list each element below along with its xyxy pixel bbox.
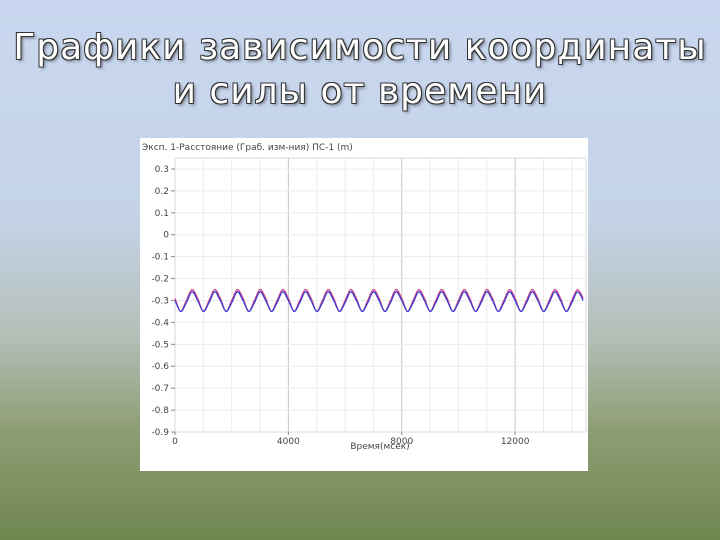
y-tick-label: -0.4 (151, 318, 169, 328)
x-tick-label: 8000 (390, 437, 413, 447)
series-line-1 (174, 288, 584, 313)
y-tick-label: -0.3 (151, 296, 169, 306)
y-tick-label: 0.1 (155, 209, 169, 219)
chart-title: Эксп. 1-Расстояние (Граб. изм-ния) ПС-1 … (142, 143, 353, 153)
chart-tick-labels: 0.3 0.2 0.1 0 -0.1 -0.2 -0.3 -0.4 -0.5 -0.6 -0.7 -0… (151, 165, 529, 447)
series-line-2 (174, 291, 584, 313)
y-tick-label: -0.6 (151, 362, 169, 372)
line-chart: 0.3 0.2 0.1 0 -0.1 -0.2 -0.3 -0.4 -0.5 -0.6 -0.7 -0… (142, 143, 587, 452)
y-tick-label: -0.8 (151, 406, 169, 416)
chart-axes (171, 157, 587, 435)
plot-area (174, 157, 587, 433)
slide-title-line-1: Графики зависимости координаты (13, 27, 707, 68)
x-tick-label: 0 (172, 437, 178, 447)
y-tick-label: -0.5 (151, 340, 169, 350)
x-tick-label: 12000 (501, 437, 530, 447)
slide-title: Графики зависимости координаты и силы от… (0, 26, 720, 114)
y-tick-label: -0.9 (151, 428, 169, 438)
slide-title-line-2: и силы от времени (172, 71, 548, 112)
y-tick-label: 0.3 (155, 165, 169, 175)
chart-panel: 0.3 0.2 0.1 0 -0.1 -0.2 -0.3 -0.4 -0.5 -0.6 -0.7 -0… (140, 138, 588, 471)
y-tick-label: 0 (163, 231, 169, 241)
y-tick-label: -0.2 (151, 275, 169, 285)
x-axis-label: Время(мсек) (350, 442, 409, 452)
chart-series (174, 288, 584, 313)
x-tick-label: 4000 (277, 437, 300, 447)
y-tick-label: -0.7 (151, 384, 169, 394)
y-tick-label: -0.1 (151, 253, 169, 263)
y-tick-label: 0.2 (155, 187, 169, 197)
chart-grid (174, 158, 586, 433)
